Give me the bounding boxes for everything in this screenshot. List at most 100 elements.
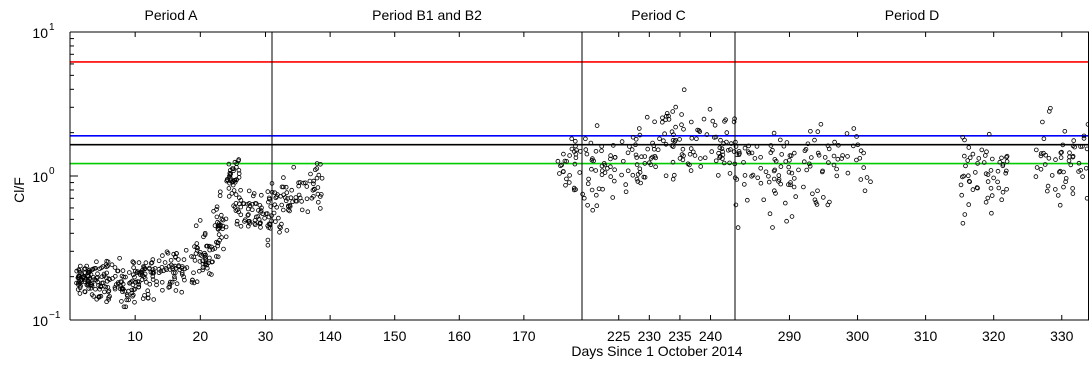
data-point [585, 181, 591, 187]
data-point [202, 232, 208, 238]
y-tick-exponent: −1 [49, 310, 61, 321]
data-point [664, 111, 670, 116]
data-point [611, 178, 617, 184]
data-point [287, 208, 292, 214]
data-point [766, 174, 771, 179]
data-point [651, 146, 657, 152]
data-point [804, 167, 809, 173]
data-point [702, 155, 708, 161]
data-point [307, 178, 313, 184]
data-point [727, 171, 733, 176]
data-point [92, 266, 97, 271]
data-point [625, 150, 631, 156]
data-point [677, 137, 682, 142]
data-point [1076, 169, 1081, 174]
data-point [94, 259, 99, 265]
data-point [162, 260, 168, 265]
data-point [771, 188, 777, 194]
data-point [633, 152, 639, 158]
data-point [246, 188, 252, 194]
data-point [995, 179, 1000, 185]
data-point [147, 281, 153, 287]
data-point [981, 160, 987, 165]
data-point [855, 142, 861, 148]
data-point [754, 144, 760, 149]
data-point [106, 295, 111, 300]
data-point [996, 185, 1002, 191]
data-point [985, 179, 991, 184]
data-point [776, 179, 781, 184]
data-point [808, 129, 813, 134]
data-point [75, 275, 81, 280]
data-point [266, 199, 271, 205]
data-point [315, 185, 321, 190]
data-point [171, 251, 177, 257]
panel-title-1: Period B1 and B2 [372, 7, 482, 23]
data-point [986, 131, 992, 137]
data-point [238, 197, 244, 203]
data-point [619, 172, 624, 178]
data-point [701, 116, 707, 122]
data-point [101, 271, 107, 277]
data-point [687, 151, 693, 157]
data-point [766, 179, 772, 185]
data-point [868, 179, 873, 185]
data-point [231, 203, 236, 209]
data-point [599, 144, 604, 149]
data-point [1040, 119, 1045, 125]
data-point [786, 170, 792, 175]
data-point [610, 195, 615, 200]
data-point [571, 185, 577, 191]
data-point [687, 162, 692, 168]
data-point [601, 161, 607, 166]
data-point [117, 286, 123, 292]
data-point [590, 156, 595, 161]
data-point [120, 268, 126, 273]
data-point [851, 126, 857, 131]
data-point [681, 87, 687, 92]
data-point [194, 241, 200, 246]
data-point [1041, 136, 1047, 142]
data-point [985, 195, 991, 201]
data-point [145, 288, 151, 294]
data-point [278, 225, 283, 231]
data-point [88, 285, 94, 291]
data-point [812, 137, 817, 143]
data-point [695, 127, 700, 133]
data-point [709, 149, 714, 154]
data-point [1004, 187, 1009, 192]
data-point [149, 260, 155, 265]
data-point [136, 260, 142, 265]
data-point [233, 192, 239, 197]
data-point [635, 179, 641, 184]
data-point [174, 251, 179, 256]
data-point [189, 279, 195, 285]
data-point [206, 243, 212, 249]
data-point [1057, 168, 1063, 174]
data-point [716, 150, 721, 156]
data-point [999, 197, 1004, 203]
data-point [625, 168, 631, 174]
data-point [784, 218, 789, 224]
data-point [773, 159, 779, 164]
data-point [234, 218, 240, 224]
data-point [761, 197, 766, 203]
data-point [234, 165, 239, 170]
data-point [589, 187, 595, 193]
data-point [572, 161, 578, 167]
data-point [258, 192, 264, 198]
data-point [266, 225, 271, 230]
data-point [304, 196, 310, 202]
data-point [169, 279, 175, 285]
data-point [315, 191, 321, 197]
data-point [245, 206, 251, 212]
data-point [91, 294, 96, 299]
data-point [271, 210, 277, 216]
data-point [704, 132, 710, 137]
data-point [109, 262, 115, 268]
data-point [304, 184, 310, 189]
data-point [574, 147, 579, 153]
data-point [653, 164, 658, 170]
data-point [564, 176, 569, 182]
x-tick-label: 330 [1050, 328, 1074, 344]
